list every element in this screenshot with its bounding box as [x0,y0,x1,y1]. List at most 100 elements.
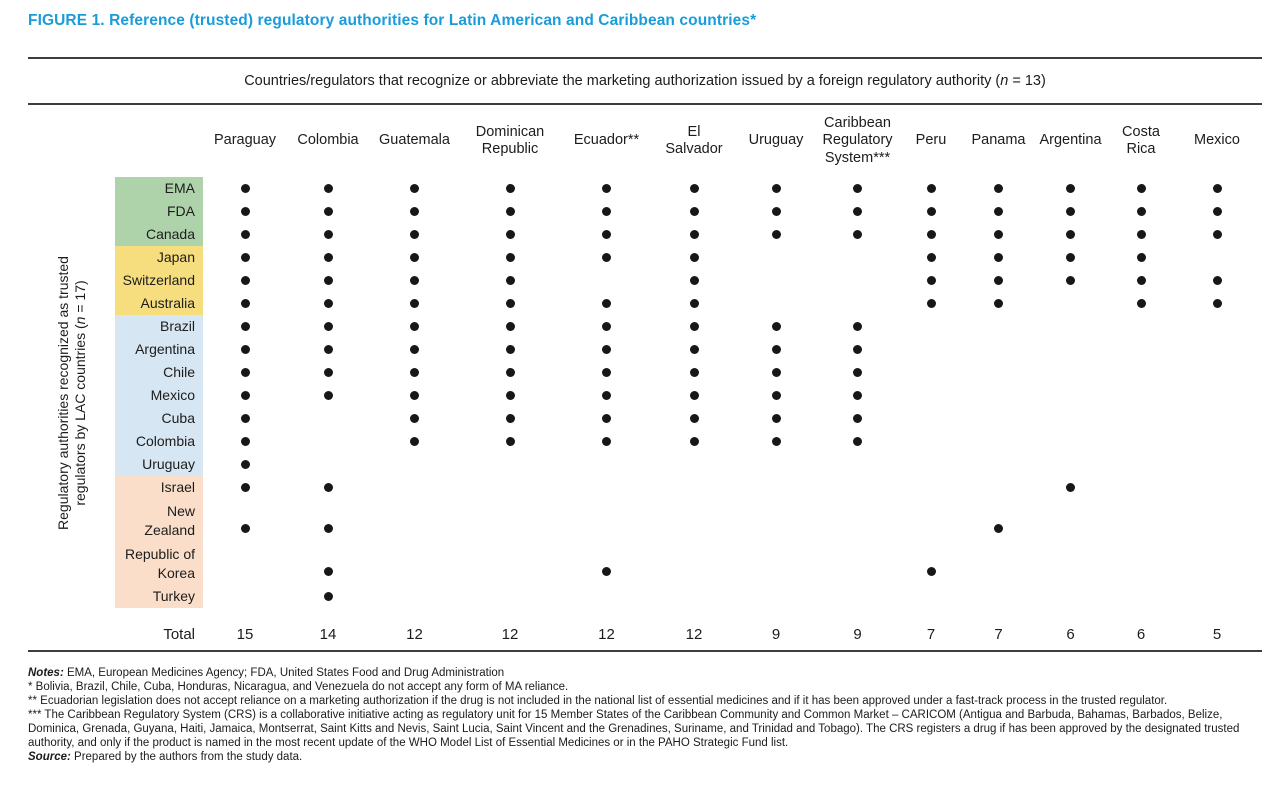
matrix-cell [898,223,964,246]
total-value: 6 [1136,625,1146,643]
matrix-cell [203,177,287,200]
column-header: Dominican Republic [475,123,545,157]
dot [1066,207,1075,216]
matrix-cell [1174,361,1260,384]
matrix-cell [287,476,369,499]
dot [323,483,333,492]
matrix-cell [1174,476,1260,499]
dot [689,276,699,285]
dot [323,276,333,285]
dot [505,207,515,216]
matrix-row: Uruguay [28,453,1260,476]
dot [602,253,611,262]
dot [1212,276,1222,285]
note-line: Notes: EMA, European Medicines Agency; F… [28,666,1262,680]
matrix-cell [964,246,1033,269]
matrix-cell [560,177,653,200]
matrix-cell [1108,453,1174,476]
row-label: Japan [115,246,203,269]
column-header: Argentina [1039,132,1102,149]
dot [689,184,699,193]
dot [926,253,936,262]
dot [853,230,862,239]
matrix-cell [653,200,735,223]
matrix-cell [560,499,653,542]
y-axis-label: Regulatory authorities recognized as tru… [28,177,115,608]
dot [994,207,1003,216]
matrix-cell [1174,292,1260,315]
matrix-cell [817,384,898,407]
dot [689,207,699,216]
dot [323,184,333,193]
figure-notes: Notes: EMA, European Medicines Agency; F… [28,666,1262,764]
matrix-cell [1033,246,1108,269]
matrix-cell [1033,476,1108,499]
matrix-cell [1108,177,1174,200]
matrix-cell [964,269,1033,292]
matrix-cell [817,361,898,384]
matrix-cell [369,542,460,585]
matrix-cell [1108,200,1174,223]
matrix-cell [1174,315,1260,338]
matrix-cell [735,542,817,585]
matrix-cell [653,499,735,542]
dot [1066,276,1075,285]
matrix-cell [1108,476,1174,499]
y-axis-label-line2: regulators by LAC countries ( [71,323,88,506]
matrix-row: Switzerland [28,269,1260,292]
dot [323,230,333,239]
dot [689,391,699,400]
matrix-cell [560,315,653,338]
dot [410,253,419,262]
dot [771,207,781,216]
dot [240,437,250,446]
matrix-cell [898,430,964,453]
dot [602,230,611,239]
matrix-cell [898,200,964,223]
dot [1066,253,1075,262]
matrix-cell [1108,407,1174,430]
dot [323,253,333,262]
matrix-row: Japan [28,246,1260,269]
matrix-cell [653,430,735,453]
matrix-cell [287,585,369,608]
matrix-cell [898,499,964,542]
total-value: 12 [501,625,519,643]
dot [410,207,419,216]
matrix-cell [203,361,287,384]
matrix-cell [560,430,653,453]
dot [602,322,611,331]
matrix-cell [735,338,817,361]
matrix-row: Cuba [28,407,1260,430]
matrix-cell [369,292,460,315]
dot [994,184,1003,193]
matrix-cell [203,338,287,361]
matrix-cell [287,499,369,542]
dot [505,391,515,400]
matrix-cell [817,292,898,315]
matrix-cell [460,407,560,430]
dot [410,368,419,377]
matrix-cell [460,542,560,585]
matrix-cell [203,453,287,476]
matrix-cell [369,200,460,223]
matrix-cell [203,476,287,499]
matrix-cell [653,292,735,315]
matrix-cell [460,499,560,542]
row-label: Switzerland [115,269,203,292]
matrix-cell [287,177,369,200]
matrix-cell [964,315,1033,338]
matrix-cell [735,246,817,269]
dot [853,368,862,377]
matrix-cell [1174,223,1260,246]
matrix-cell [735,585,817,608]
total-value: 12 [598,625,615,643]
matrix-cell [1033,542,1108,585]
matrix-cell [653,453,735,476]
dot [323,299,333,308]
total-value: 15 [236,625,254,643]
total-value: 7 [994,625,1003,643]
column-header: Paraguay [213,132,277,149]
dot [853,184,862,193]
matrix-cell [1108,499,1174,542]
